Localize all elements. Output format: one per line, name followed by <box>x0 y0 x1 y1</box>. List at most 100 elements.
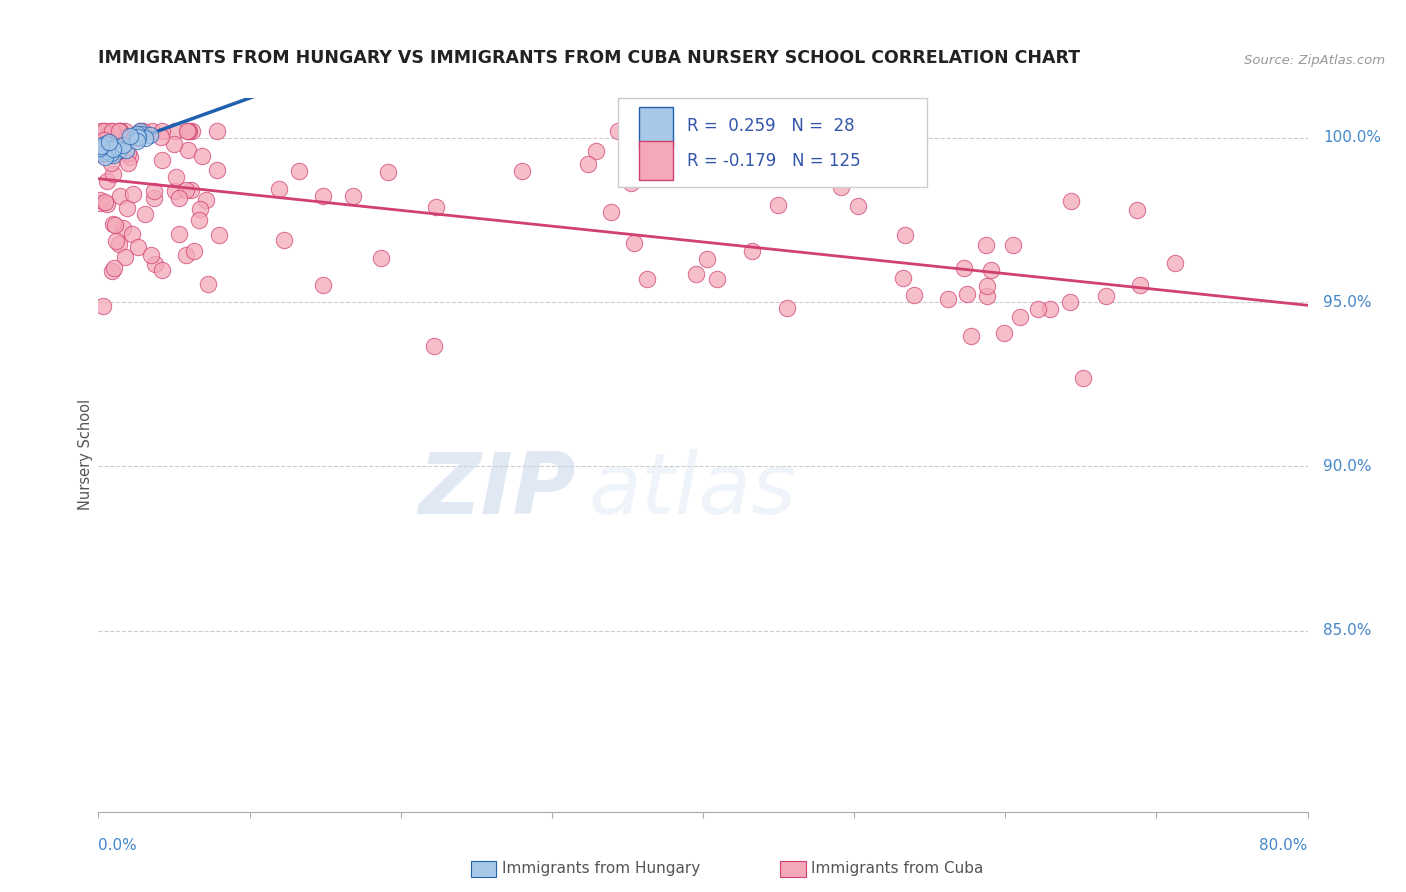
Point <box>115 201 138 215</box>
Point <box>1164 256 1187 270</box>
Point <box>191 149 214 163</box>
Point <box>370 251 392 265</box>
Text: R =  0.259   N =  28: R = 0.259 N = 28 <box>688 118 855 136</box>
Point <box>91 143 114 157</box>
Point <box>180 124 202 138</box>
Point <box>1071 371 1094 385</box>
Point <box>117 156 139 170</box>
Text: 90.0%: 90.0% <box>1323 458 1372 474</box>
Point <box>1001 238 1024 252</box>
FancyBboxPatch shape <box>619 98 927 187</box>
Point <box>104 234 127 248</box>
Point <box>830 180 852 194</box>
Point <box>134 207 156 221</box>
Point <box>620 176 643 190</box>
Point <box>103 140 125 154</box>
Point <box>90 138 112 153</box>
Point <box>143 257 166 271</box>
Point <box>141 248 163 262</box>
Point <box>150 263 173 277</box>
Point <box>150 124 173 138</box>
Point <box>120 150 142 164</box>
Point <box>141 124 163 138</box>
Point <box>165 124 187 138</box>
Point <box>1060 194 1083 208</box>
Point <box>685 267 707 281</box>
Point <box>993 326 1015 340</box>
Point <box>94 195 117 210</box>
Point <box>425 200 447 214</box>
Point <box>176 124 198 138</box>
Point <box>114 250 136 264</box>
Point <box>128 124 150 138</box>
Point <box>600 205 623 219</box>
Point <box>89 147 111 161</box>
Point <box>183 244 205 258</box>
Point <box>893 227 915 242</box>
Point <box>115 130 138 145</box>
Point <box>93 124 115 138</box>
Point <box>100 155 122 169</box>
Point <box>696 252 718 267</box>
Point <box>1094 288 1116 302</box>
Point <box>107 124 129 138</box>
Point <box>110 188 132 202</box>
Point <box>830 166 852 180</box>
Point <box>1039 302 1062 317</box>
Y-axis label: Nursery School: Nursery School <box>77 400 93 510</box>
Point <box>131 127 153 141</box>
Point <box>976 289 998 303</box>
Point <box>205 162 228 177</box>
Bar <box>638 141 673 180</box>
Point <box>976 279 998 293</box>
Point <box>121 227 143 241</box>
Point <box>89 196 111 211</box>
Point <box>377 165 399 179</box>
Point <box>510 164 533 178</box>
Text: Immigrants from Hungary: Immigrants from Hungary <box>502 862 700 876</box>
Point <box>97 136 120 150</box>
Point <box>197 277 219 291</box>
Point <box>1026 302 1049 317</box>
Point <box>115 143 138 157</box>
Text: Immigrants from Cuba: Immigrants from Cuba <box>811 862 984 876</box>
Point <box>891 271 914 285</box>
Point <box>127 131 149 145</box>
Point <box>188 202 211 217</box>
Point <box>312 188 335 202</box>
Point <box>127 134 149 148</box>
Point <box>980 262 1002 277</box>
Text: IMMIGRANTS FROM HUNGARY VS IMMIGRANTS FROM CUBA NURSERY SCHOOL CORRELATION CHART: IMMIGRANTS FROM HUNGARY VS IMMIGRANTS FR… <box>98 49 1081 67</box>
Text: 0.0%: 0.0% <box>98 838 138 853</box>
Point <box>114 124 136 138</box>
Point <box>142 191 165 205</box>
Point <box>149 130 172 145</box>
Point <box>177 124 200 138</box>
Text: 80.0%: 80.0% <box>1260 838 1308 853</box>
Point <box>129 124 152 138</box>
Point <box>174 183 197 197</box>
Text: Source: ZipAtlas.com: Source: ZipAtlas.com <box>1244 54 1385 67</box>
Point <box>706 271 728 285</box>
Point <box>103 260 125 275</box>
Point <box>93 150 115 164</box>
Text: atlas: atlas <box>588 449 796 533</box>
Point <box>89 140 111 154</box>
Point <box>776 301 799 315</box>
Point <box>606 124 628 138</box>
Point <box>100 145 122 160</box>
Point <box>103 142 125 156</box>
Point <box>97 128 120 142</box>
Point <box>139 128 162 142</box>
Point <box>1129 277 1152 292</box>
Point <box>208 227 231 242</box>
Point <box>93 133 115 147</box>
Point <box>960 329 983 343</box>
Point <box>118 129 141 144</box>
Point <box>101 124 124 138</box>
Point <box>768 198 790 212</box>
Point <box>105 141 128 155</box>
Text: R = -0.179   N = 125: R = -0.179 N = 125 <box>688 152 860 169</box>
Point <box>165 184 187 198</box>
Point <box>108 124 131 138</box>
